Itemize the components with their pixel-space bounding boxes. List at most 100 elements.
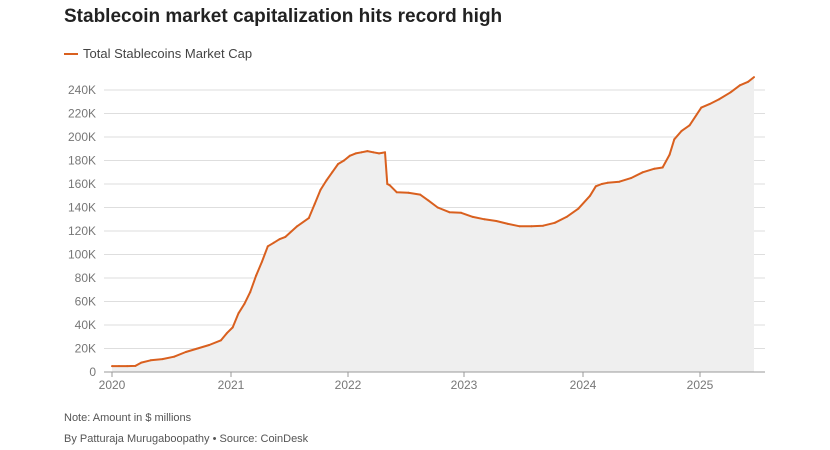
data-point xyxy=(600,183,603,185)
data-point xyxy=(606,181,609,184)
data-point xyxy=(325,179,328,182)
source: Source: CoinDesk xyxy=(219,433,309,445)
data-point xyxy=(388,184,391,187)
data-point xyxy=(184,351,187,353)
data-point xyxy=(483,218,486,221)
data-point xyxy=(149,359,152,362)
y-tick-label: 160K xyxy=(68,177,96,191)
footnote: Note: Amount in $ millions xyxy=(64,412,192,424)
data-point xyxy=(518,225,521,228)
data-point xyxy=(668,153,671,156)
data-point xyxy=(360,151,363,154)
legend: Total Stablecoins Market Cap xyxy=(64,46,252,61)
y-tick-label: 140K xyxy=(68,201,96,215)
data-point xyxy=(220,339,222,342)
y-tick-labels: 0 20K 40K 60K 80K 100K 120K 140K 160K 180K 200K 220… xyxy=(68,83,96,379)
data-point xyxy=(386,183,389,185)
data-point xyxy=(161,358,164,361)
x-tick-label: 2022 xyxy=(335,378,362,392)
y-tick-label: 0 xyxy=(89,365,96,379)
data-point xyxy=(134,364,137,367)
data-point xyxy=(680,130,683,133)
data-point xyxy=(366,150,369,153)
data-point xyxy=(708,103,711,106)
data-point xyxy=(237,312,240,315)
data-points xyxy=(111,76,755,368)
data-point xyxy=(653,167,656,170)
y-tick-label: 240K xyxy=(68,83,96,97)
byline: By Patturaja Murugaboopathy • Source: Co… xyxy=(64,433,308,445)
data-point xyxy=(436,206,439,209)
data-point xyxy=(313,203,316,205)
data-point xyxy=(225,332,228,335)
y-tick-label: 20K xyxy=(75,342,96,356)
data-point xyxy=(618,180,621,183)
data-point xyxy=(231,326,234,329)
data-point xyxy=(700,106,703,109)
data-point xyxy=(196,347,199,350)
data-point xyxy=(471,215,474,218)
y-tick-label: 80K xyxy=(75,271,96,285)
chart-title: Stablecoin market capitalization hits re… xyxy=(64,6,503,27)
data-point xyxy=(542,224,545,227)
x-tick-label: 2020 xyxy=(99,378,126,392)
legend-label: Total Stablecoins Market Cap xyxy=(83,46,253,61)
data-point xyxy=(688,124,691,127)
data-point xyxy=(284,235,287,238)
source-separator: • xyxy=(212,433,220,445)
data-point xyxy=(553,221,556,224)
x-tick-label: 2025 xyxy=(687,378,714,392)
data-point xyxy=(319,188,322,191)
data-point xyxy=(530,225,533,228)
data-point xyxy=(589,194,591,197)
data-point xyxy=(673,138,676,141)
data-point xyxy=(118,365,120,368)
data-point xyxy=(738,84,741,87)
data-point xyxy=(594,185,597,188)
y-tick-label: 120K xyxy=(68,224,96,238)
data-point xyxy=(348,154,351,157)
data-point xyxy=(407,191,410,194)
x-tick-label: 2021 xyxy=(218,378,245,392)
data-point xyxy=(495,220,498,222)
data-point xyxy=(747,80,750,83)
data-point xyxy=(331,171,334,174)
data-point xyxy=(427,199,430,202)
chart-svg: 0 20K 40K 60K 80K 100K 120K 140K 160K 180K 200K 220… xyxy=(68,76,765,392)
author: By Patturaja Murugaboopathy xyxy=(64,433,210,445)
data-point xyxy=(173,355,176,358)
data-point xyxy=(565,215,568,218)
data-point xyxy=(419,193,422,196)
data-point xyxy=(255,274,258,277)
data-point xyxy=(278,238,281,241)
data-point xyxy=(354,152,357,155)
x-tick-labels: 2020 2021 2022 2023 2024 2025 xyxy=(99,372,714,392)
data-point xyxy=(507,222,509,225)
data-point xyxy=(126,365,129,368)
data-point xyxy=(249,291,252,294)
data-point xyxy=(395,191,398,194)
data-point xyxy=(261,260,263,263)
data-point xyxy=(378,152,381,155)
y-tick-label: 200K xyxy=(68,130,96,144)
data-point xyxy=(266,245,269,248)
data-point xyxy=(729,91,732,94)
area-fill xyxy=(112,77,754,372)
data-point xyxy=(272,241,275,244)
data-point xyxy=(661,166,664,169)
y-tick-label: 40K xyxy=(75,318,96,332)
data-point xyxy=(140,361,143,364)
y-tick-label: 100K xyxy=(68,248,96,262)
data-point xyxy=(384,151,386,154)
data-point xyxy=(208,344,211,346)
data-point xyxy=(448,211,451,214)
data-point xyxy=(641,171,644,174)
data-point xyxy=(630,177,632,180)
data-point xyxy=(337,163,340,165)
data-point xyxy=(111,365,113,368)
y-tick-label: 220K xyxy=(68,107,96,121)
data-point xyxy=(460,211,463,214)
data-point xyxy=(717,98,720,101)
data-point xyxy=(307,217,310,220)
data-point xyxy=(343,159,345,162)
